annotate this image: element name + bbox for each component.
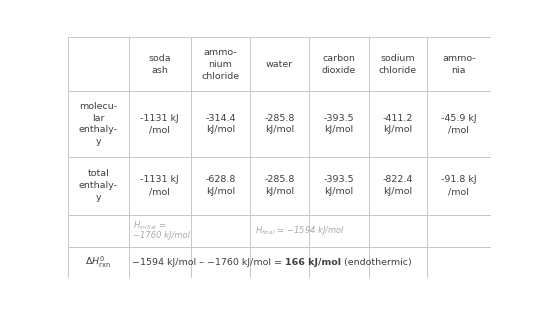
Bar [129,157,191,215]
Text: -1131 kJ
/mol: -1131 kJ /mol [140,114,179,134]
Text: -314.4
kJ/mol: -314.4 kJ/mol [205,114,235,134]
Text: carbon
dioxide: carbon dioxide [322,54,356,75]
Bar [191,215,250,247]
Bar [309,37,369,91]
Text: -628.8
kJ/mol: -628.8 kJ/mol [205,175,235,196]
Text: ammo-
nium
chloride: ammo- nium chloride [201,48,239,81]
Bar [129,215,191,247]
Text: molecu-
lar
enthaly-
y: molecu- lar enthaly- y [79,102,118,146]
Bar [250,157,309,215]
Text: -285.8
kJ/mol: -285.8 kJ/mol [264,114,295,134]
Bar [68,247,129,278]
Bar [309,247,369,278]
Text: -1131 kJ
/mol: -1131 kJ /mol [140,175,179,196]
Text: water: water [266,60,293,69]
Bar [250,215,309,247]
Text: sodium
chloride: sodium chloride [379,54,417,75]
Bar [369,157,427,215]
Text: -393.5
kJ/mol: -393.5 kJ/mol [324,175,354,196]
Text: −1760 kJ/mol: −1760 kJ/mol [133,231,190,240]
Bar [68,91,129,157]
Bar [427,91,490,157]
Bar [427,157,490,215]
Text: -411.2
kJ/mol: -411.2 kJ/mol [383,114,413,134]
Bar [68,37,129,91]
Text: 166 kJ/mol: 166 kJ/mol [286,258,342,267]
Text: -91.8 kJ
/mol: -91.8 kJ /mol [441,175,476,196]
Text: total
enthaly-
y: total enthaly- y [79,169,118,202]
Text: ammo-
nia: ammo- nia [442,54,476,75]
Bar [191,247,250,278]
Bar [250,37,309,91]
Bar [129,37,191,91]
Bar [68,157,129,215]
Bar [427,37,490,91]
Text: $\Delta H^0_\mathregular{rxn}$: $\Delta H^0_\mathregular{rxn}$ [86,255,111,270]
Bar [369,91,427,157]
Bar [129,247,191,278]
Text: −1594 kJ/mol – −1760 kJ/mol =: −1594 kJ/mol – −1760 kJ/mol = [132,258,286,267]
Bar [369,37,427,91]
Text: -45.9 kJ
/mol: -45.9 kJ /mol [441,114,476,134]
Text: -285.8
kJ/mol: -285.8 kJ/mol [264,175,295,196]
Text: $H_\mathregular{final}$ = −1594 kJ/mol: $H_\mathregular{final}$ = −1594 kJ/mol [255,224,345,237]
Text: $H_\mathregular{initial}$ =: $H_\mathregular{initial}$ = [133,219,167,232]
Bar [68,215,129,247]
Text: -393.5
kJ/mol: -393.5 kJ/mol [324,114,354,134]
Bar [250,247,309,278]
Bar [309,157,369,215]
Text: (endothermic): (endothermic) [342,258,412,267]
Bar [427,247,490,278]
Text: soda
ash: soda ash [148,54,171,75]
Bar [129,91,191,157]
Bar [191,37,250,91]
Bar [309,215,369,247]
Bar [191,157,250,215]
Bar [369,247,427,278]
Bar [250,91,309,157]
Bar [191,91,250,157]
Text: -822.4
kJ/mol: -822.4 kJ/mol [383,175,413,196]
Bar [369,215,427,247]
Bar [427,215,490,247]
Bar [309,91,369,157]
